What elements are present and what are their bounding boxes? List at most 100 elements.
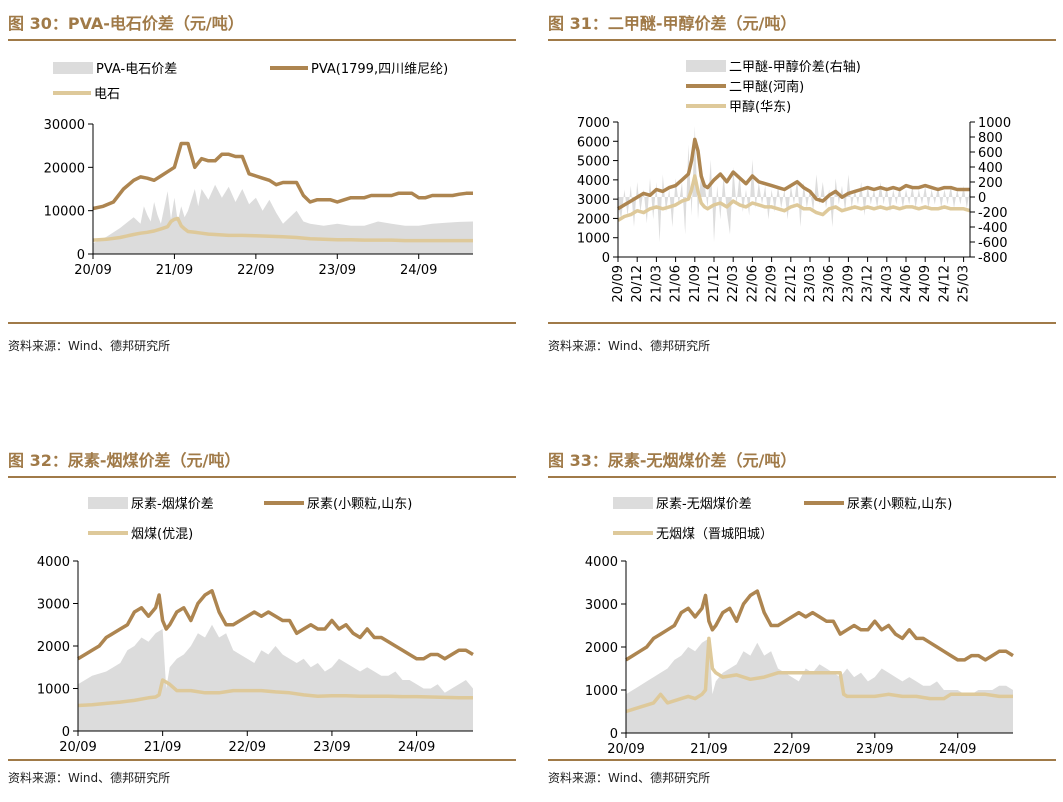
legend-swatch [53, 62, 93, 74]
y-tick-label: 7000 [577, 116, 610, 131]
y-tick-label: 4000 [585, 555, 618, 570]
x-tick-label: 23/09 [313, 740, 350, 755]
x-tick-label: 23/09 [319, 263, 356, 278]
x-tick-label: 23/09 [841, 265, 856, 302]
y2-tick-label: 400 [978, 161, 1003, 176]
y-tick-label: 0 [77, 248, 85, 263]
figure-31-panel: 图 31：二甲醚-甲醇价差（元/吨） 0 1000 2000 3000 4000 5000… [548, 10, 1056, 360]
x-tick-label: 22/03 [726, 265, 741, 302]
y2-tick-label: 800 [978, 131, 1003, 146]
figure-32-panel: 图 32：尿素-烟煤价差（元/吨） 0 1000 2000 3000 4000 20/09… [8, 447, 516, 797]
x-tick-label: 25/03 [957, 265, 972, 302]
legend-swatch [686, 60, 726, 72]
x-tick-label: 24/09 [939, 742, 976, 757]
x-tick-label: 21/03 [649, 265, 664, 302]
figure-32-source: 资料来源：Wind、德邦研究所 [8, 771, 171, 785]
series-0-area [93, 184, 473, 254]
y2-tick-label: -400 [978, 221, 1008, 236]
y2-tick-label: -600 [978, 236, 1008, 251]
x-tick-label: 23/09 [856, 742, 893, 757]
x-tick-label: 23/03 [803, 265, 818, 302]
series-0-area [78, 624, 473, 731]
y-tick-label: 0 [610, 727, 618, 742]
x-tick-label: 21/09 [156, 263, 193, 278]
y-tick-label: 3000 [577, 193, 610, 208]
y-tick-label: 20000 [44, 161, 85, 176]
y-tick-label: 6000 [577, 135, 610, 150]
series-1-line [625, 589, 1014, 662]
y2-tick-label: 1000 [978, 116, 1011, 131]
series-1-line [617, 137, 970, 211]
y-tick-label: 4000 [577, 174, 610, 189]
series-1-line [92, 141, 473, 211]
y2-tick-label: -200 [978, 206, 1008, 221]
figure-31-chart: 01000200030004000500060007000-800-600-40… [577, 59, 1011, 302]
x-tick-label: 24/06 [899, 265, 914, 302]
series-2-line [617, 174, 971, 222]
legend-label: PVA(1799,四川维尼纶) [311, 62, 448, 77]
y-tick-label: 1000 [577, 232, 610, 247]
x-tick-label: 21/09 [688, 265, 703, 302]
x-tick-label: 21/09 [144, 740, 181, 755]
x-tick-label: 21/12 [707, 265, 722, 302]
figure-33-source: 资料来源：Wind、德邦研究所 [548, 771, 711, 785]
legend-label: 无烟煤（晋城阳城） [656, 527, 773, 542]
y-tick-label: 3000 [585, 598, 618, 613]
figure-32-chart: 0 1000 2000 3000 4000 20/09 21/09 22/09 23/09 24/… [37, 497, 474, 755]
y2-tick-label: 600 [978, 146, 1003, 161]
figure-33-panel: 图 33：尿素-无烟煤价差（元/吨） 0 1000 2000 3000 4000 20/0… [548, 447, 1056, 797]
figure-33-top-rule [548, 476, 1056, 478]
y-tick-label: 2000 [37, 640, 70, 655]
series-0-area [626, 638, 1013, 733]
y-tick-label: 30000 [44, 118, 85, 133]
figure-32-bottom-rule [8, 759, 516, 761]
figure-32-title: 图 32：尿素-烟煤价差（元/吨） [8, 451, 241, 470]
y-tick-label: 1000 [37, 683, 70, 698]
x-tick-label: 22/09 [765, 265, 780, 302]
figure-31-bottom-rule [548, 322, 1056, 324]
figure-31-title: 图 31：二甲醚-甲醇价差（元/吨） [548, 14, 797, 33]
legend-label: 二甲醚(河南) [729, 79, 804, 95]
y-tick-label: 2000 [585, 641, 618, 656]
x-tick-label: 22/09 [237, 263, 274, 278]
y-tick-label: 4000 [37, 555, 70, 570]
x-tick-label: 24/09 [400, 263, 437, 278]
legend-label: 尿素(小颗粒,山东) [307, 497, 412, 512]
y-tick-label: 10000 [44, 205, 85, 220]
figure-33-title: 图 33：尿素-无烟煤价差（元/吨） [548, 451, 797, 470]
y-tick-label: 0 [62, 725, 70, 740]
x-tick-label: 23/06 [822, 265, 837, 302]
y-tick-label: 5000 [577, 155, 610, 170]
x-tick-label: 22/06 [745, 265, 760, 302]
figure-30-chart: 0 10000 20000 30000 20/09 21/09 22/09 23/09 24/0… [44, 62, 473, 278]
series-2-line [625, 636, 1013, 714]
x-tick-label: 24/09 [918, 265, 933, 302]
legend-swatch [613, 497, 653, 509]
x-tick-label: 22/09 [773, 742, 810, 757]
x-tick-label: 24/09 [398, 740, 435, 755]
x-tick-label: 22/12 [784, 265, 799, 302]
series-2-line [77, 678, 473, 708]
x-tick-label: 24/03 [880, 265, 895, 302]
legend-label: 尿素-无烟煤价差 [656, 497, 752, 512]
x-tick-label: 24/12 [937, 265, 952, 302]
y-tick-label: 3000 [37, 598, 70, 613]
y-tick-label: 0 [602, 251, 610, 266]
legend-label: 电石 [94, 87, 120, 102]
x-tick-label: 20/09 [74, 263, 111, 278]
figure-30-title: 图 30：PVA-电石价差（元/吨） [8, 14, 244, 33]
figure-33-bottom-rule [548, 759, 1056, 761]
series-2-line [92, 216, 473, 243]
figure-32-top-rule [8, 476, 516, 478]
legend-label: 尿素(小颗粒,山东) [847, 497, 952, 512]
x-tick-label: 21/09 [690, 742, 727, 757]
series-0-area [618, 125, 970, 242]
x-tick-label: 20/12 [630, 265, 645, 302]
x-tick-label: 20/09 [611, 265, 626, 302]
y-tick-label: 1000 [585, 684, 618, 699]
figure-31-top-rule [548, 39, 1056, 41]
figure-31-source: 资料来源：Wind、德邦研究所 [548, 339, 711, 353]
figure-30-top-rule [8, 39, 516, 41]
legend-label: 尿素-烟煤价差 [131, 497, 214, 512]
x-tick-label: 22/09 [229, 740, 266, 755]
